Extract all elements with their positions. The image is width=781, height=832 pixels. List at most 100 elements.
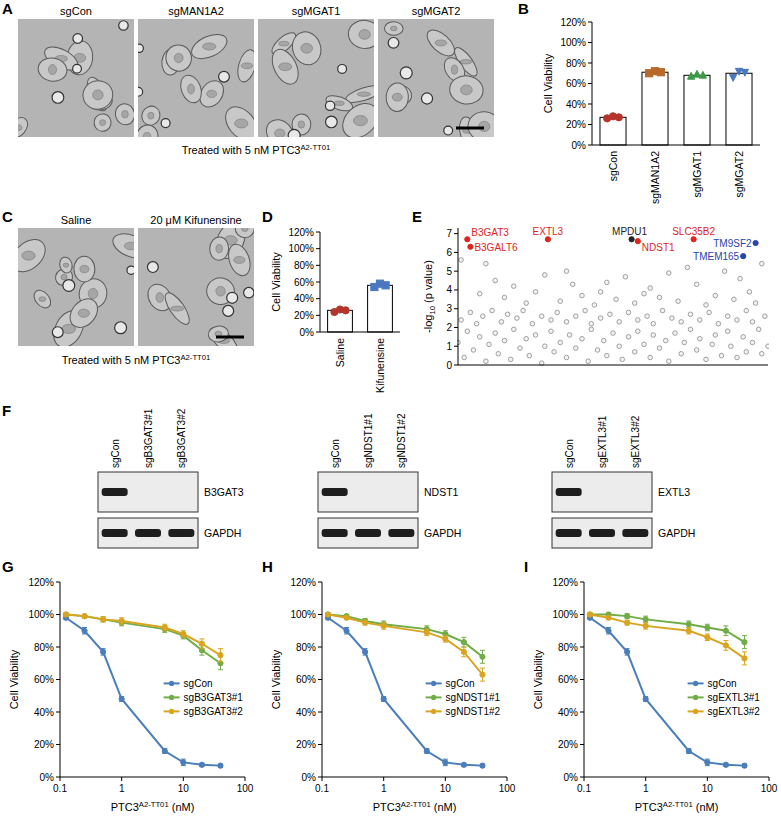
series-line	[66, 615, 220, 664]
y-tick-label: 3	[446, 303, 452, 314]
point	[636, 329, 641, 334]
point	[564, 269, 569, 274]
bar	[726, 73, 752, 145]
nucleus	[174, 53, 183, 62]
cell	[58, 256, 74, 275]
nucleus	[63, 263, 69, 267]
marker	[162, 748, 167, 753]
round-cell	[52, 327, 63, 338]
y-tick	[318, 777, 322, 778]
y-tick-label: 100%	[560, 37, 586, 48]
cell	[219, 101, 254, 137]
y-tick-label: 40%	[558, 707, 578, 718]
blot-frame	[552, 518, 652, 548]
error-cap	[461, 656, 466, 657]
marker	[325, 612, 330, 617]
round-cell	[161, 119, 170, 128]
blot-frame	[318, 518, 418, 548]
x-tick-label: 100	[237, 783, 254, 794]
marker	[82, 628, 87, 633]
marker	[382, 282, 389, 289]
point	[512, 284, 517, 289]
lane-label: sgB3GAT3#2	[176, 408, 187, 468]
point	[760, 261, 765, 266]
marker	[82, 614, 87, 619]
y-tick	[316, 298, 320, 299]
marker	[342, 307, 349, 314]
point	[543, 273, 548, 278]
y-tick	[588, 42, 592, 43]
highlight-labels: B3GAT3B3GALT6EXTL3MPDU1NDST1SLC35B2TM9SF…	[471, 226, 752, 262]
band	[168, 529, 194, 537]
text-run: PTC3	[111, 801, 139, 813]
nucleus	[279, 41, 289, 46]
y-tick-label: 20%	[294, 310, 314, 321]
marker	[643, 623, 648, 628]
point	[595, 348, 600, 353]
marker	[606, 615, 611, 620]
point	[555, 310, 560, 315]
error-cap	[218, 648, 223, 649]
nucleus	[461, 85, 473, 95]
point	[750, 320, 755, 325]
panel-letter: G	[2, 558, 14, 575]
band	[355, 529, 381, 537]
y-tick	[454, 271, 458, 272]
point	[763, 314, 768, 319]
point	[533, 290, 538, 295]
nucleus	[479, 121, 490, 131]
point	[543, 344, 548, 349]
error-cap	[742, 648, 747, 649]
point	[586, 359, 591, 364]
cell	[225, 241, 254, 278]
panel-letter: H	[262, 558, 273, 575]
image-label: sgMGAT2	[412, 5, 461, 17]
series-line	[590, 615, 744, 659]
legend-marker	[693, 709, 698, 714]
marker	[723, 643, 728, 648]
lane-label: sgCon	[110, 439, 121, 468]
point	[735, 355, 740, 360]
text-run: -log	[422, 315, 434, 333]
point	[620, 357, 625, 362]
point	[589, 327, 594, 332]
point	[667, 271, 672, 276]
nucleus	[279, 63, 292, 71]
nucleus	[171, 306, 184, 311]
round-cell	[115, 322, 127, 334]
series-line	[328, 615, 482, 675]
band	[135, 529, 161, 537]
point	[521, 308, 526, 313]
legend-marker	[431, 681, 436, 686]
nucleus	[359, 30, 370, 40]
error-cap	[742, 664, 747, 665]
point	[725, 314, 730, 319]
point	[459, 258, 464, 263]
point	[502, 338, 507, 343]
legend-marker	[169, 709, 174, 714]
marker	[199, 648, 204, 653]
point	[502, 295, 507, 300]
marker	[424, 630, 429, 635]
legend-label: sgEXTL3#2	[708, 706, 761, 717]
marker	[443, 636, 448, 641]
marker	[218, 653, 223, 658]
lane-label: sgEXTL3#2	[630, 415, 641, 468]
cell	[162, 41, 195, 75]
point	[459, 318, 464, 323]
x-tick	[445, 777, 446, 781]
protein-label: EXTL3	[658, 486, 690, 498]
highlight-point	[741, 254, 746, 259]
cell	[204, 275, 236, 307]
y-tick-label: 80%	[558, 642, 578, 653]
highlight-point	[691, 237, 696, 242]
marker	[480, 654, 485, 659]
cell	[36, 56, 69, 84]
x-tick	[769, 777, 770, 781]
y-tick	[454, 252, 458, 253]
x-tick-label: 0.1	[577, 783, 591, 794]
point	[490, 308, 495, 313]
point	[657, 346, 662, 351]
text-run: Treated with 5 nM PTC3	[62, 354, 181, 366]
bar	[684, 75, 710, 145]
